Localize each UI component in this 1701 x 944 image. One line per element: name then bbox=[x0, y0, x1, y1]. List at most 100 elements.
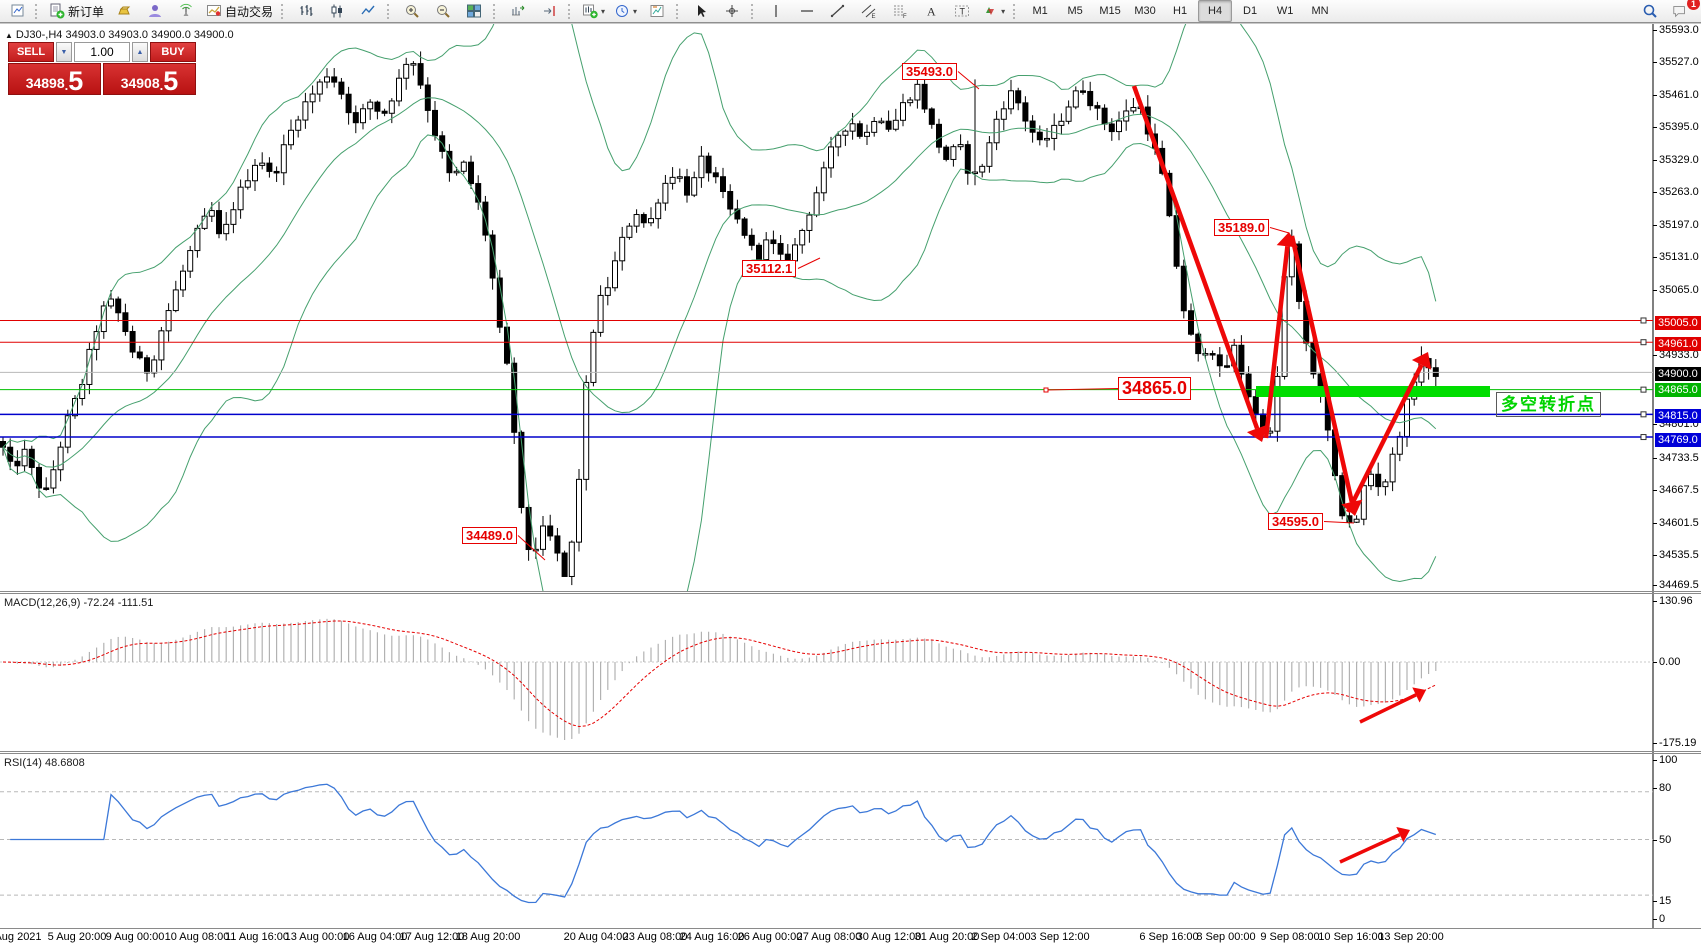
one-click-trading-widget: SELL ▼ ▲ BUY 34898.5 34908.5 bbox=[8, 42, 196, 95]
dropdown-caret-icon: ▾ bbox=[1001, 6, 1006, 16]
timeframe-m1-button[interactable]: M1 bbox=[1032, 5, 1048, 17]
price-callout-label[interactable]: 34865.0 bbox=[1118, 377, 1192, 400]
annotation-turning-point[interactable]: 多空转折点 bbox=[1496, 392, 1601, 417]
chat-unread-badge: 1 bbox=[1687, 0, 1700, 10]
price-axis-tick: 35065.0 bbox=[1653, 284, 1699, 296]
time-axis-label: 30 Aug 12:00 bbox=[856, 931, 922, 943]
candles-icon bbox=[329, 3, 345, 19]
price-axis-tick: 35461.0 bbox=[1653, 89, 1699, 101]
period-button[interactable]: ▾ bbox=[610, 0, 641, 22]
chart-window-icon[interactable] bbox=[1, 0, 31, 22]
macd-indicator-label: MACD(12,26,9) -72.24 -111.51 bbox=[4, 597, 154, 609]
arrows-icon bbox=[982, 3, 998, 19]
auto-scroll-button[interactable] bbox=[503, 0, 533, 22]
textA-icon: A bbox=[923, 3, 939, 19]
cursor-button[interactable] bbox=[686, 0, 716, 22]
rsi-axis-tick: 0 bbox=[1652, 913, 1666, 925]
buy-price-dot: . bbox=[159, 78, 164, 93]
arrows-button[interactable]: ▾ bbox=[978, 0, 1009, 22]
volume-decrease-button[interactable]: ▼ bbox=[56, 42, 72, 62]
sell-price[interactable]: 34898. 5 bbox=[8, 63, 101, 95]
search-button[interactable] bbox=[1635, 0, 1665, 22]
trader-profile-icon[interactable] bbox=[140, 0, 170, 22]
bars-icon bbox=[298, 3, 314, 19]
time-axis-label: 11 Aug 16:00 bbox=[224, 931, 290, 943]
timeframe-h4-button[interactable]: H4 bbox=[1198, 0, 1233, 22]
timeframe-mn-button[interactable]: MN bbox=[1311, 5, 1329, 17]
buy-price-frac: 5 bbox=[163, 66, 179, 96]
text-button[interactable]: A bbox=[916, 0, 946, 22]
crosshair-button[interactable] bbox=[717, 0, 747, 22]
buy-button[interactable]: BUY bbox=[150, 42, 196, 62]
gold-icon bbox=[116, 3, 132, 19]
timeframe-m5-button[interactable]: M5 bbox=[1067, 5, 1083, 17]
price-callout-label[interactable]: 34595.0 bbox=[1268, 513, 1323, 530]
autoscroll-icon bbox=[510, 3, 526, 19]
signal-icon[interactable] bbox=[171, 0, 201, 22]
tile-windows-button[interactable] bbox=[459, 0, 489, 22]
price-axis-tick: 35527.0 bbox=[1653, 56, 1699, 68]
bar-chart-button[interactable] bbox=[291, 0, 321, 22]
zoom-out-button[interactable] bbox=[428, 0, 458, 22]
price-callout-label[interactable]: 35189.0 bbox=[1214, 219, 1269, 236]
text-label-button[interactable]: T bbox=[947, 0, 977, 22]
fibonacci-button[interactable]: F bbox=[885, 0, 915, 22]
timeframe-m30-button[interactable]: M30 bbox=[1134, 5, 1156, 17]
dropdown-caret-icon: ▾ bbox=[601, 6, 606, 16]
toolbar-separator bbox=[493, 3, 499, 19]
price-callout-label[interactable]: 34489.0 bbox=[462, 527, 517, 544]
price-level-badge: 35005.0 bbox=[1655, 316, 1701, 330]
timeframe-m15-button[interactable]: M15 bbox=[1099, 5, 1121, 17]
time-axis-label: Aug 2021 bbox=[0, 931, 42, 943]
price-callout-label[interactable]: 35493.0 bbox=[902, 63, 957, 80]
time-axis-label: 16 Aug 04:00 bbox=[342, 931, 408, 943]
price-level-badge: 34900.0 bbox=[1655, 367, 1701, 381]
price-axis-tick: 34469.5 bbox=[1653, 579, 1699, 591]
zoom-in-button[interactable] bbox=[397, 0, 427, 22]
channel-button[interactable]: E bbox=[854, 0, 884, 22]
horizontal-line-button[interactable] bbox=[792, 0, 822, 22]
gold-ingot-icon[interactable] bbox=[109, 0, 139, 22]
support-band[interactable] bbox=[1256, 386, 1490, 397]
main-toolbar: 新订单 自动交易 ▾ ▾ E F A T ▾ M1 M5 M15 M30 H1 H4 D1 W1 MN 1 bbox=[0, 0, 1701, 23]
template-button[interactable] bbox=[642, 0, 672, 22]
price-axis-tick: 34535.5 bbox=[1653, 549, 1699, 561]
channel-icon: E bbox=[861, 3, 877, 19]
timeframe-d1-button[interactable]: D1 bbox=[1243, 5, 1258, 17]
new-order-button[interactable]: 新订单 bbox=[45, 0, 108, 22]
auto-trading-button[interactable]: 自动交易 bbox=[202, 0, 277, 22]
trend-arrows[interactable] bbox=[1131, 85, 1432, 516]
candlestick-chart-button[interactable] bbox=[322, 0, 352, 22]
crosshair-icon bbox=[724, 3, 740, 19]
timeframe-w1-button[interactable]: W1 bbox=[1276, 5, 1294, 17]
time-axis-label: 26 Aug 00:00 bbox=[737, 931, 803, 943]
panel-borders bbox=[0, 23, 1701, 929]
vertical-line-button[interactable] bbox=[761, 0, 791, 22]
volume-increase-button[interactable]: ▲ bbox=[132, 42, 148, 62]
rsi-axis-tick: 100 bbox=[1652, 754, 1678, 766]
time-axis-label: 13 Aug 00:00 bbox=[284, 931, 350, 943]
time-axis-label: 23 Aug 08:00 bbox=[622, 931, 688, 943]
price-callout-label[interactable]: 35112.1 bbox=[742, 260, 797, 277]
time-axis-label: 13 Sep 20:00 bbox=[1378, 931, 1444, 943]
time-axis-label: 6 Sep 16:00 bbox=[1139, 931, 1199, 943]
chart-shift-button[interactable] bbox=[534, 0, 564, 22]
buy-price[interactable]: 34908. 5 bbox=[103, 63, 196, 95]
trendline-button[interactable] bbox=[823, 0, 853, 22]
new-chart-button[interactable]: ▾ bbox=[578, 0, 609, 22]
sell-button[interactable]: SELL bbox=[8, 42, 54, 62]
rsi-axis-tick: 80 bbox=[1652, 782, 1672, 794]
hline-icon bbox=[799, 3, 815, 19]
zoomin-icon bbox=[404, 3, 420, 19]
chat-button[interactable]: 1 bbox=[1665, 0, 1700, 22]
toolbar-separator bbox=[676, 3, 682, 19]
line-chart-button[interactable] bbox=[353, 0, 383, 22]
time-axis-label: 17 Aug 12:00 bbox=[399, 931, 465, 943]
volume-input[interactable] bbox=[74, 42, 130, 62]
time-axis-label: 31 Aug 20:00 bbox=[914, 931, 980, 943]
timeframe-h1-button[interactable]: H1 bbox=[1173, 5, 1188, 17]
horizontal-level-lines[interactable] bbox=[0, 317, 1653, 441]
toolbar-separator bbox=[387, 3, 393, 19]
time-axis-label: 27 Aug 08:00 bbox=[796, 931, 862, 943]
